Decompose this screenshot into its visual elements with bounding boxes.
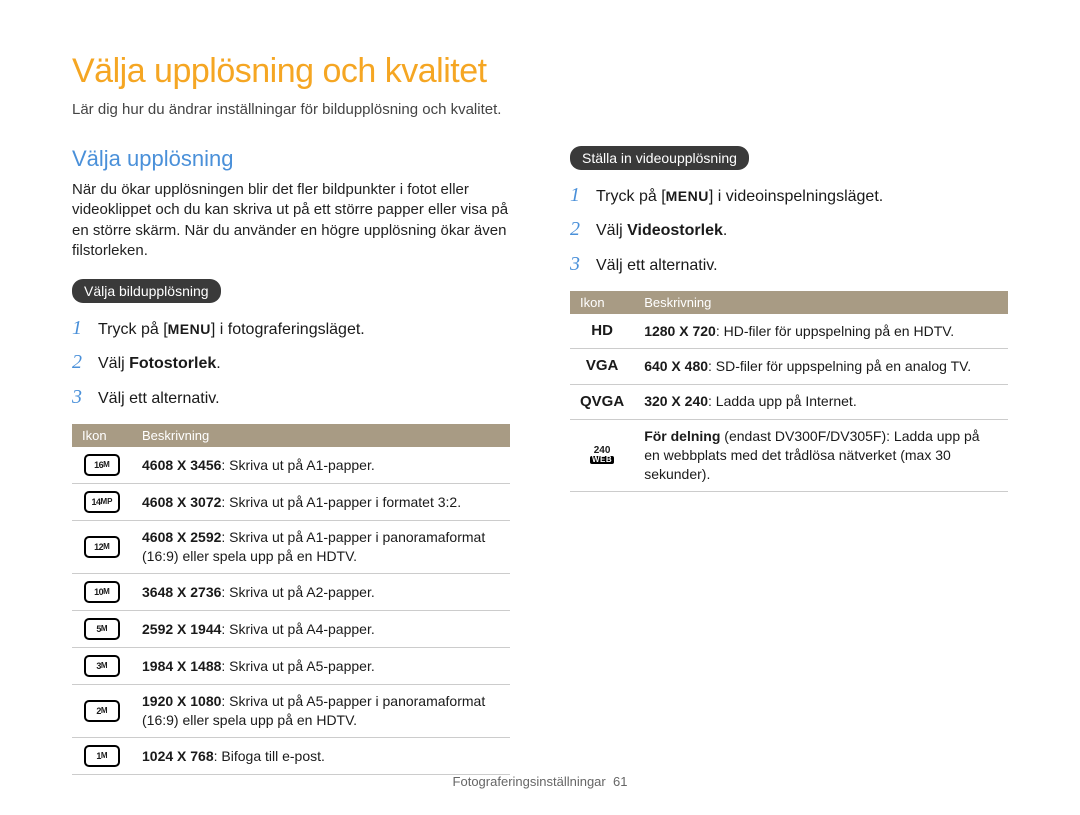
menu-button-label: MENU [666, 187, 709, 207]
table-header-icon: Ikon [570, 291, 634, 314]
table-row: VGA 640 X 480: SD-filer för uppspelning p… [570, 349, 1008, 384]
resolution-icon-cell: 5M [72, 611, 132, 648]
step-item: 2 Välj Fotostorlek. [72, 351, 510, 375]
resolution-icon: 5M [84, 618, 120, 640]
table-row: 12M 4608 X 2592: Skriva ut på A1-papper i… [72, 521, 510, 574]
section-paragraph: När du ökar upplösningen blir det fler b… [72, 180, 510, 261]
step-text: Välj ett alternativ. [596, 255, 718, 277]
resolution-desc-cell: 1984 X 1488: Skriva ut på A5-papper. [132, 648, 510, 685]
resolution-icon: 2M [84, 700, 120, 722]
subsection-pill: Välja bildupplösning [72, 279, 221, 303]
table-row: 5M 2592 X 1944: Skriva ut på A4-papper. [72, 611, 510, 648]
resolution-icon: 3M [84, 655, 120, 677]
footer-page-number: 61 [613, 774, 627, 789]
video-format-icon: HD [591, 322, 613, 339]
step-number: 2 [570, 218, 586, 241]
table-row: 14MP 4608 X 3072: Skriva ut på A1-papper … [72, 484, 510, 521]
page-title: Välja upplösning och kvalitet [72, 52, 1008, 91]
right-column: Ställa in videoupplösning 1 Tryck på [ME… [570, 146, 1008, 775]
step-number: 1 [72, 317, 88, 340]
video-resolution-table: Ikon Beskrivning HD 1280 X 720: HD-filer … [570, 291, 1008, 491]
subsection-pill: Ställa in videoupplösning [570, 146, 749, 170]
resolution-icon-cell: 2M [72, 685, 132, 738]
video-desc-cell: 1280 X 720: HD-filer för uppspelning på … [634, 314, 1008, 349]
resolution-icon-cell: 1M [72, 738, 132, 775]
video-icon-cell: HD [570, 314, 634, 349]
table-row: 3M 1984 X 1488: Skriva ut på A5-papper. [72, 648, 510, 685]
step-number: 3 [570, 253, 586, 276]
resolution-desc-cell: 4608 X 2592: Skriva ut på A1-papper i pa… [132, 521, 510, 574]
resolution-desc-cell: 1024 X 768: Bifoga till e-post. [132, 738, 510, 775]
step-text: Välj Videostorlek. [596, 220, 727, 242]
resolution-icon: 16M [84, 454, 120, 476]
photo-resolution-table: Ikon Beskrivning 16M 4608 X 3456: Skriva … [72, 424, 510, 775]
table-header-icon: Ikon [72, 424, 132, 447]
resolution-icon-cell: 14MP [72, 484, 132, 521]
video-format-icon: VGA [586, 357, 619, 374]
resolution-desc-cell: 1920 X 1080: Skriva ut på A5-papper i pa… [132, 685, 510, 738]
step-number: 2 [72, 351, 88, 374]
two-column-layout: Välja upplösning När du ökar upplösninge… [72, 146, 1008, 775]
table-header-desc: Beskrivning [132, 424, 510, 447]
video-icon-cell: VGA [570, 349, 634, 384]
table-row: 10M 3648 X 2736: Skriva ut på A2-papper. [72, 574, 510, 611]
resolution-icon: 1M [84, 745, 120, 767]
document-page: Välja upplösning och kvalitet Lär dig hu… [0, 0, 1080, 815]
footer-label: Fotograferingsinställningar [453, 774, 606, 789]
table-header-desc: Beskrivning [634, 291, 1008, 314]
step-text: Tryck på [MENU] i fotograferingsläget. [98, 319, 365, 341]
resolution-desc-cell: 4608 X 3456: Skriva ut på A1-papper. [132, 447, 510, 484]
table-row: QVGA 320 X 240: Ladda upp på Internet. [570, 384, 1008, 419]
resolution-icon: 10M [84, 581, 120, 603]
resolution-icon: 14MP [84, 491, 120, 513]
step-item: 3 Välj ett alternativ. [72, 386, 510, 410]
resolution-desc-cell: 4608 X 3072: Skriva ut på A1-papper i fo… [132, 484, 510, 521]
intro-text: Lär dig hur du ändrar inställningar för … [72, 101, 1008, 118]
step-item: 1 Tryck på [MENU] i videoinspelningsläge… [570, 184, 1008, 208]
resolution-icon: 12M [84, 536, 120, 558]
step-item: 1 Tryck på [MENU] i fotograferingsläget. [72, 317, 510, 341]
resolution-icon-cell: 3M [72, 648, 132, 685]
step-text: Tryck på [MENU] i videoinspelningsläget. [596, 186, 883, 208]
video-format-icon: QVGA [580, 393, 624, 410]
steps-list-video: 1 Tryck på [MENU] i videoinspelningsläge… [570, 184, 1008, 277]
menu-button-label: MENU [168, 320, 211, 340]
video-desc-cell: 320 X 240: Ladda upp på Internet. [634, 384, 1008, 419]
table-row: 240WEB För delning (endast DV300F/DV305F)… [570, 419, 1008, 491]
left-column: Välja upplösning När du ökar upplösninge… [72, 146, 510, 775]
table-row: 2M 1920 X 1080: Skriva ut på A5-papper i … [72, 685, 510, 738]
step-number: 1 [570, 184, 586, 207]
steps-list-photo: 1 Tryck på [MENU] i fotograferingsläget.… [72, 317, 510, 410]
resolution-icon-cell: 16M [72, 447, 132, 484]
table-row: HD 1280 X 720: HD-filer för uppspelning p… [570, 314, 1008, 349]
resolution-desc-cell: 3648 X 2736: Skriva ut på A2-papper. [132, 574, 510, 611]
video-icon-cell: 240WEB [570, 419, 634, 491]
step-item: 3 Välj ett alternativ. [570, 253, 1008, 277]
resolution-icon-cell: 10M [72, 574, 132, 611]
table-row: 16M 4608 X 3456: Skriva ut på A1-papper. [72, 447, 510, 484]
video-icon-cell: QVGA [570, 384, 634, 419]
video-desc-cell: För delning (endast DV300F/DV305F): Ladd… [634, 419, 1008, 491]
page-footer: Fotograferingsinställningar 61 [0, 774, 1080, 789]
video-format-icon: 240WEB [580, 446, 624, 464]
resolution-icon-cell: 12M [72, 521, 132, 574]
video-desc-cell: 640 X 480: SD-filer för uppspelning på e… [634, 349, 1008, 384]
step-number: 3 [72, 386, 88, 409]
step-text: Välj Fotostorlek. [98, 353, 221, 375]
table-row: 1M 1024 X 768: Bifoga till e-post. [72, 738, 510, 775]
step-item: 2 Välj Videostorlek. [570, 218, 1008, 242]
resolution-desc-cell: 2592 X 1944: Skriva ut på A4-papper. [132, 611, 510, 648]
step-text: Välj ett alternativ. [98, 388, 220, 410]
section-heading: Välja upplösning [72, 146, 510, 172]
